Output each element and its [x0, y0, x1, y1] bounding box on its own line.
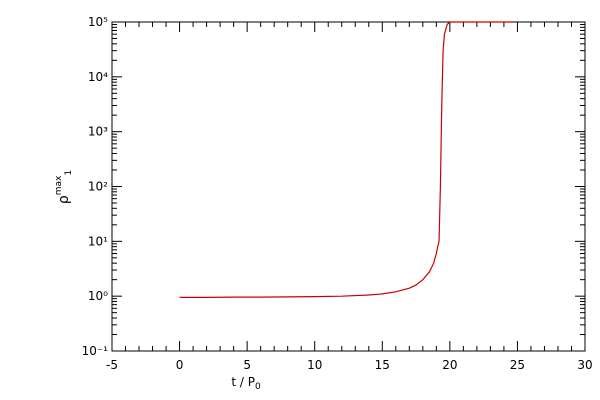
plot-frame — [111, 21, 586, 352]
x-tick-label: 10 — [307, 358, 322, 372]
y-axis-label: ρmax1 — [54, 170, 74, 204]
x-tick-label: 20 — [442, 358, 457, 372]
y-tick-label: 10¹ — [88, 234, 108, 248]
x-axis-label: t / P0 — [231, 375, 261, 392]
y-axis-label-sup: max — [54, 175, 64, 195]
y-tick-label: 10⁵ — [88, 15, 108, 29]
y-tick-label: 10⁴ — [88, 70, 108, 84]
x-tick-label: 25 — [510, 358, 525, 372]
y-axis-label-base: ρ — [56, 195, 72, 204]
data-line — [179, 21, 514, 298]
y-tick-label: 10⁻¹ — [82, 344, 109, 358]
y-axis-label-sub: 1 — [64, 170, 74, 176]
x-tick-label: 0 — [176, 358, 184, 372]
x-axis-label-sub: 0 — [255, 382, 261, 392]
x-tick-label: 30 — [577, 358, 592, 372]
x-tick-label: 15 — [375, 358, 390, 372]
x-axis-label-base: t / P — [231, 375, 255, 389]
y-tick-label: 10³ — [88, 125, 108, 139]
y-tick-label: 10² — [88, 180, 108, 194]
x-tick-label: -5 — [106, 358, 118, 372]
y-tick-label: 10⁰ — [88, 289, 108, 303]
x-tick-label: 5 — [243, 358, 251, 372]
